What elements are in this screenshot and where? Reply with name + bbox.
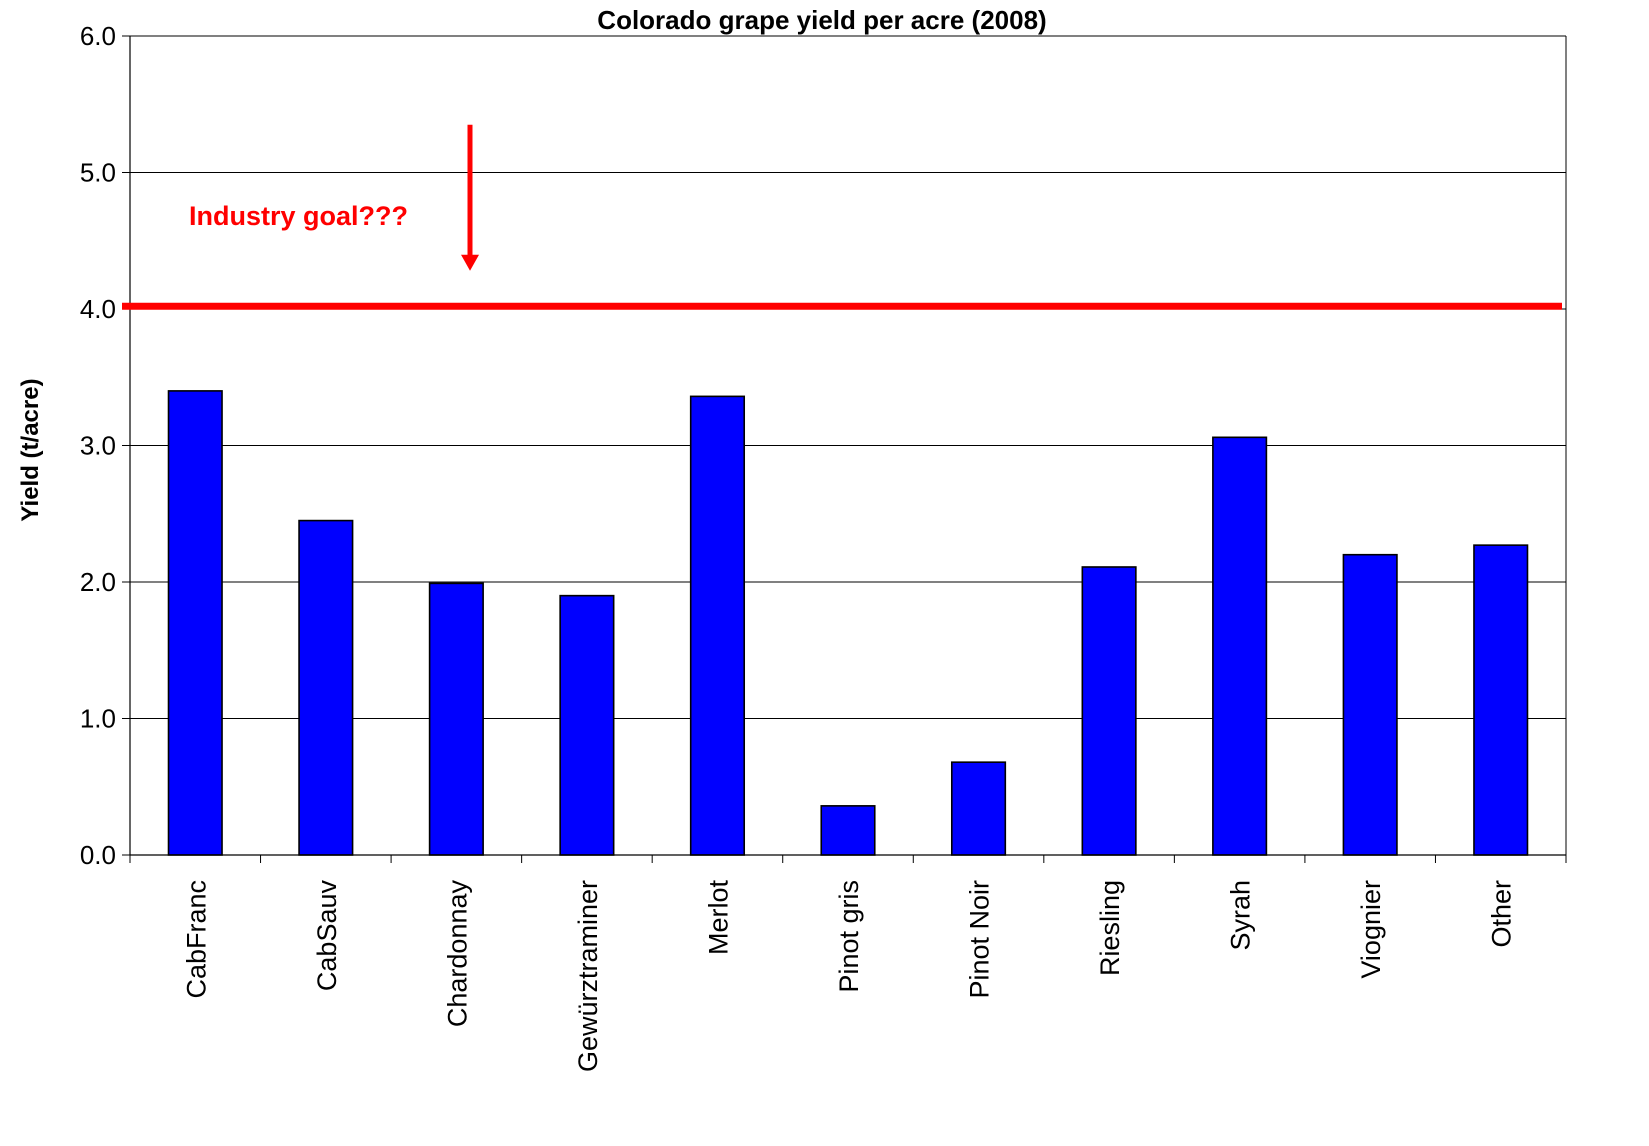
y-tick-label: 2.0 xyxy=(80,567,116,597)
x-tick-label: CabSauv xyxy=(312,880,342,992)
y-tick-label: 3.0 xyxy=(80,431,116,461)
bar-other xyxy=(1473,544,1529,856)
annotation-arrow-head xyxy=(461,254,479,271)
bar-pinot-noir xyxy=(950,761,1007,856)
x-tick-label: Pinot gris xyxy=(834,880,864,993)
x-tick-label: Gewürztraminer xyxy=(573,880,603,1072)
x-tick-label: Merlot xyxy=(703,880,733,956)
y-tick-label: 4.0 xyxy=(80,294,116,324)
bar-cabsauv xyxy=(298,519,354,856)
bar-syrah xyxy=(1212,436,1268,856)
bar-chardonnay xyxy=(428,582,484,856)
x-tick-label: Riesling xyxy=(1095,880,1125,976)
x-tick-label: Pinot Noir xyxy=(965,880,995,999)
y-tick-label: 0.0 xyxy=(80,840,116,870)
industry-goal-annotation: Industry goal??? xyxy=(189,201,408,231)
x-tick-label: Other xyxy=(1487,880,1517,948)
x-tick-label: Viognier xyxy=(1356,880,1386,979)
y-axis-label: Yield (t/acre) xyxy=(17,378,44,521)
bar-cabfranc xyxy=(167,390,223,856)
bar-merlot xyxy=(689,395,746,856)
x-tick-label: Syrah xyxy=(1226,880,1256,951)
y-tick-labels: 0.0 1.0 2.0 3.0 4.0 5.0 6.0 xyxy=(80,21,116,870)
bars xyxy=(167,390,1529,856)
y-tick-label: 1.0 xyxy=(80,704,116,734)
axes xyxy=(122,35,1567,863)
chart-title: Colorado grape yield per acre (2008) xyxy=(597,5,1046,35)
y-tick-label: 6.0 xyxy=(80,21,116,51)
y-tick-label: 5.0 xyxy=(80,158,116,188)
bar-viognier xyxy=(1342,553,1398,856)
x-tick-label: CabFranc xyxy=(181,880,211,999)
bar-riesling xyxy=(1081,566,1137,856)
bar-gew-rztraminer xyxy=(559,594,615,856)
x-tick-label: Chardonnay xyxy=(442,880,472,1028)
x-tick-labels: CabFranc CabSauv Chardonnay Gewürztraminer M… xyxy=(181,880,1516,1073)
bar-pinot-gris xyxy=(820,805,876,856)
reference-layer xyxy=(122,124,1562,310)
